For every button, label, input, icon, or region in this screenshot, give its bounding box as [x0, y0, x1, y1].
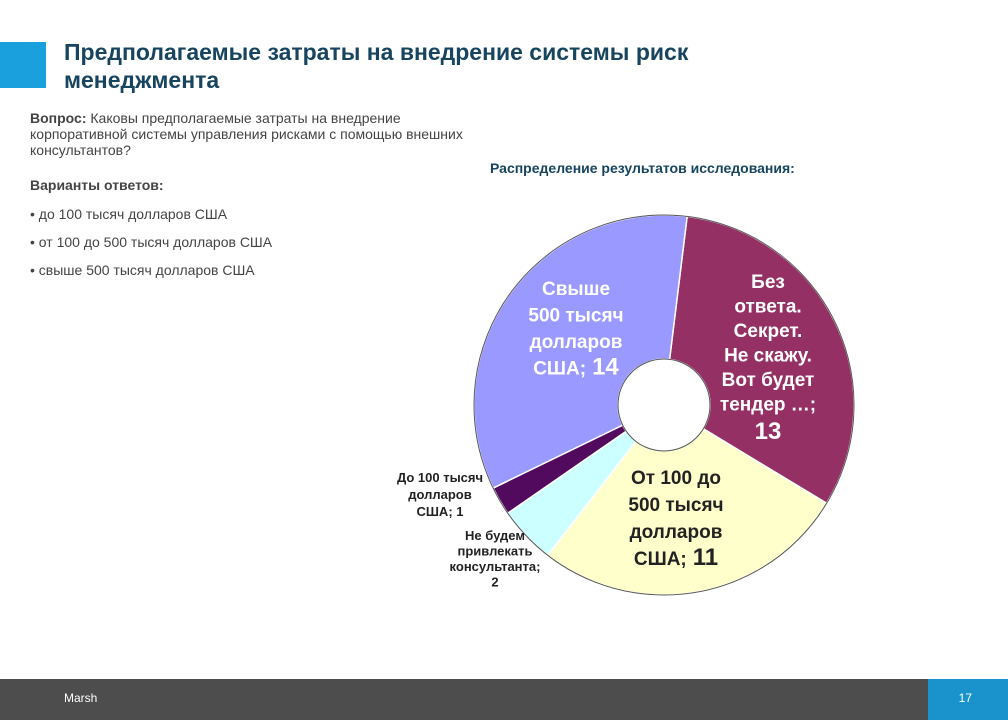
- slice-value: 2: [491, 575, 498, 590]
- slice-value: 13: [755, 418, 782, 445]
- slice-label-line: США;: [533, 359, 586, 380]
- slice-label-line: долларов: [630, 522, 723, 543]
- slice-label-line: тендер …;: [720, 395, 816, 416]
- slice-label-line: США;: [634, 549, 687, 570]
- slice-value: 11: [693, 544, 718, 571]
- slice-label-line: Вот будет: [722, 370, 815, 391]
- slice-label-line: долларов: [408, 487, 472, 502]
- slice-label-line: До 100 тысяч: [397, 470, 483, 485]
- donut-outline: [473, 214, 855, 596]
- answer-item: • свыше 500 тысяч долларов США: [30, 262, 255, 278]
- slide-title-line-2: менеджмента: [64, 67, 220, 93]
- slice-label: До 100 тысяч долларов США; 1: [397, 470, 483, 519]
- slice-label-line: 500 тысяч: [628, 495, 723, 516]
- slice-label: От 100 до 500 тысяч долларов США; 11: [628, 468, 723, 571]
- slice-label: Не будем привлекать консультанта; 2: [450, 528, 541, 590]
- slice-label-line: Свыше: [542, 279, 610, 300]
- answers-list: • до 100 тысяч долларов США • от 100 до …: [30, 205, 272, 289]
- footer-company: Marsh: [64, 691, 98, 705]
- page-number: 17: [958, 691, 972, 705]
- footer-bar: Marsh 17: [0, 679, 1008, 720]
- slice-label-line: Не будем: [465, 528, 525, 543]
- slice-label-line: Секрет.: [734, 321, 803, 342]
- slice-label-line: ответа.: [734, 297, 801, 318]
- slice-label-line: 500 тысяч: [528, 306, 623, 327]
- slice-label-line: От 100 до: [631, 468, 721, 489]
- question-body: Каковы предполагаемые затраты на внедрен…: [30, 110, 463, 158]
- slice-label-line: долларов: [530, 332, 623, 353]
- slice-label: Без ответа. Секрет. Не скажу. Вот будет тенде…: [720, 272, 816, 445]
- donut-hole: [617, 358, 711, 452]
- answer-item: • до 100 тысяч долларов США: [30, 206, 228, 222]
- slice-label-line: консультанта;: [450, 559, 541, 574]
- slice-label-line: привлекать: [457, 544, 532, 559]
- slice-label-line: Не скажу.: [724, 346, 812, 367]
- slice-value: 14: [592, 354, 619, 381]
- page-number-box: 17: [928, 679, 1008, 720]
- answer-item: • от 100 до 500 тысяч долларов США: [30, 234, 273, 250]
- question-label: Вопрос:: [30, 110, 87, 126]
- question-text: Вопрос: Каковы предполагаемые затраты на…: [30, 110, 470, 158]
- slide-title-line-1: Предполагаемые затраты на внедрение сист…: [64, 39, 689, 65]
- answers-label: Варианты ответов:: [30, 177, 164, 193]
- slice-label-line: Без: [751, 272, 785, 293]
- chart-title: Распределение результатов исследования:: [490, 160, 795, 176]
- slide-title: Предполагаемые затраты на внедрение сист…: [64, 38, 864, 94]
- slice-label-line: США; 1: [416, 504, 463, 519]
- slice-label: Свыше 500 тысяч долларов США; 14: [528, 279, 623, 381]
- accent-square: [0, 42, 46, 88]
